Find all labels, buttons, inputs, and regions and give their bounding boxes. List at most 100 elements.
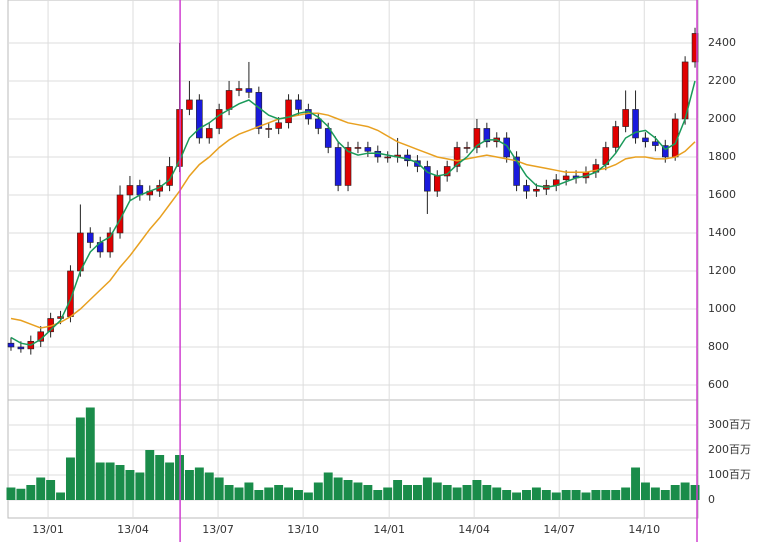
candle-body [215,109,223,129]
x-tick-label: 13/07 [202,523,234,536]
volume-bar [165,462,175,500]
candle-body [77,232,84,272]
volume-bar [462,485,472,500]
volume-bar [6,487,16,500]
candle-body [433,175,441,192]
candle-body [186,99,193,110]
y-tick-label: 800 [708,340,729,353]
candle-body [106,232,114,253]
candle-body [17,346,25,350]
volume-bar [46,480,56,500]
volume-bar [95,462,105,500]
candle-body [473,128,481,148]
volume-tick-label: 200百万 [708,443,751,456]
y-tick-label: 1200 [708,264,736,277]
volume-bar [452,487,462,500]
candle-body [315,118,322,129]
candle-body [642,137,649,143]
volume-bar [194,467,204,500]
volume-bar [105,462,115,500]
volume-bar [551,492,561,500]
y-tick-label: 1600 [708,188,736,201]
volume-bar [561,490,571,500]
volume-bar [670,485,680,500]
volume-bar [512,492,522,500]
x-tick-label: 13/01 [32,523,64,536]
candle-body [57,316,64,319]
volume-bar [254,490,264,500]
volume-bar [135,472,145,500]
volume-bar [412,485,422,500]
volume-bar [343,480,353,500]
candle-body [126,185,134,196]
volume-tick-label: 300百万 [708,418,751,431]
volume-bar [36,477,46,500]
volume-bar [264,487,274,500]
volume-bar [214,477,224,500]
volume-bar [640,482,650,500]
candle-body [523,185,530,192]
candle-body [225,90,233,110]
candle-body [354,147,362,149]
volume-bar [26,485,36,500]
volume-bar [284,487,294,500]
candle-body [344,147,352,186]
y-tick-label: 600 [708,378,729,391]
volume-bar [482,485,492,500]
volume-bar [363,485,373,500]
candle-body [384,156,391,159]
volume-bar [690,485,700,500]
volume-bar [75,417,85,500]
volume-bar [333,477,343,500]
volume-bar [541,490,551,500]
volume-bar [224,485,234,500]
candle-body [632,109,639,139]
candle-body [116,194,124,234]
volume-bar [601,490,611,500]
candle-body [235,88,243,91]
candle-body [533,188,540,192]
candle-body [245,88,253,93]
volume-bar [16,488,26,500]
volume-bar [125,470,135,500]
volume-bar [145,450,155,500]
volume-bar [313,482,323,500]
volume-bar [442,485,452,500]
candle-body [463,147,471,149]
y-tick-label: 2000 [708,112,736,125]
candle-body [265,128,273,130]
volume-bar [383,487,393,500]
volume-bar [650,487,660,500]
candle-body [453,147,461,167]
candle-body [652,141,659,146]
volume-tick-label: 100百万 [708,468,751,481]
volume-bar [56,492,66,500]
x-tick-label: 14/10 [628,523,660,536]
candle-body [424,166,431,192]
volume-bar [680,482,690,500]
volume-bar [393,480,403,500]
volume-bar [591,490,601,500]
volume-bar [65,457,75,500]
volume-bar [571,490,581,500]
candle-body [334,147,342,186]
volume-bar [353,482,363,500]
volume-bar [403,485,412,500]
candle-body [87,232,94,243]
x-tick-label: 13/04 [117,523,149,536]
volume-bar [204,472,214,500]
candle-body [324,128,332,148]
moving-average [10,80,696,346]
candle-body [285,99,292,124]
candle-body [255,92,263,129]
candle-body [691,33,699,63]
x-tick-label: 13/10 [287,523,319,536]
volume-bar [631,467,641,500]
candle-body [662,145,669,158]
volume-bar [294,490,303,500]
candle-body [612,126,619,148]
volume-bar [85,407,95,500]
candle-body [513,156,520,186]
y-tick-label: 1800 [708,150,736,163]
volume-bar [244,482,254,500]
